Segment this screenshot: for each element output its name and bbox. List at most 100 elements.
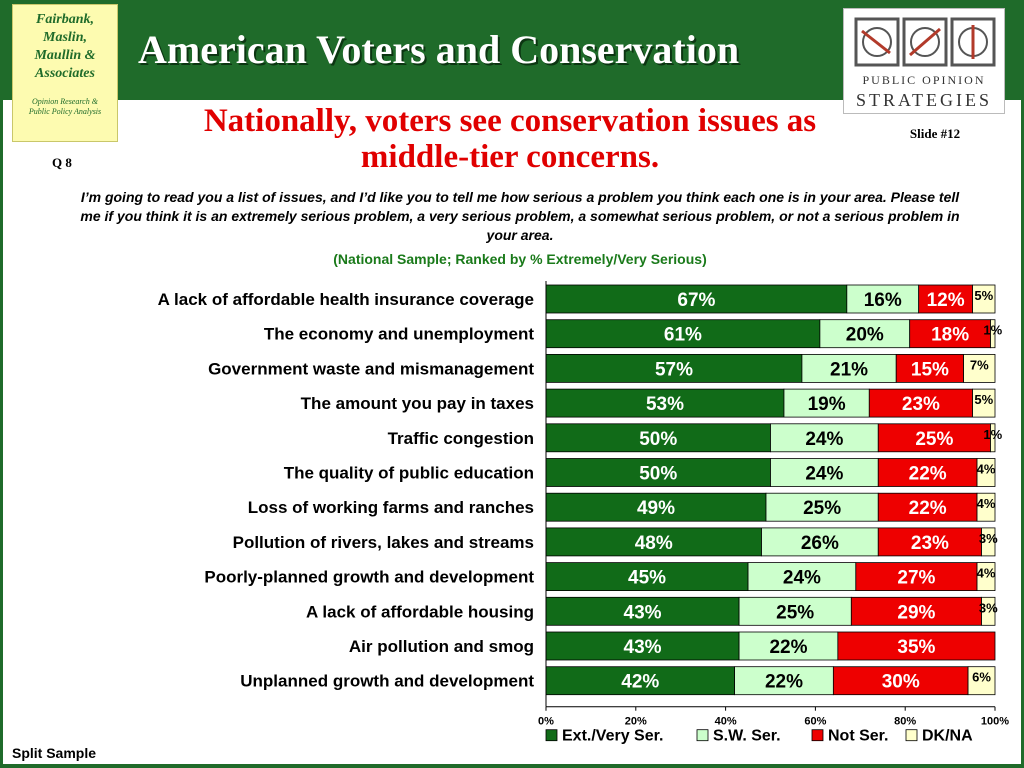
data-label: 4% xyxy=(977,496,996,511)
data-label: 35% xyxy=(897,637,935,658)
data-label: 57% xyxy=(655,359,693,380)
bar-segment xyxy=(967,666,996,696)
category-label: Government waste and mismanagement xyxy=(208,359,534,378)
data-label: 24% xyxy=(783,568,821,589)
data-label: 1% xyxy=(983,427,1002,442)
data-label: 21% xyxy=(830,359,868,380)
data-label: 4% xyxy=(977,462,996,477)
pos-logo-mark-icon xyxy=(854,17,996,67)
data-label: 3% xyxy=(979,531,998,546)
data-label: 26% xyxy=(801,533,839,554)
category-label: The amount you pay in taxes xyxy=(301,394,534,413)
legend-label: DK/NA xyxy=(922,728,973,745)
data-label: 61% xyxy=(664,325,702,346)
bar-segment xyxy=(850,596,982,626)
bar-segment xyxy=(747,562,857,591)
slide-number: Slide #12 xyxy=(909,126,961,141)
data-label: 5% xyxy=(974,288,993,303)
data-label: 16% xyxy=(864,290,902,311)
bar-segment xyxy=(972,284,996,314)
category-label: The quality of public education xyxy=(284,464,534,483)
data-label: 22% xyxy=(909,464,947,485)
data-label: 29% xyxy=(897,602,935,623)
data-label: 22% xyxy=(769,637,807,658)
data-label: 27% xyxy=(897,568,935,589)
category-label: Loss of working farms and ranches xyxy=(248,498,534,517)
bar-segment xyxy=(963,353,996,383)
bar-segment xyxy=(545,388,785,418)
bar-segment xyxy=(855,562,978,591)
data-label: 43% xyxy=(624,602,662,623)
legend-label: S.W. Ser. xyxy=(713,728,781,745)
category-label: A lack of affordable housing xyxy=(306,602,534,621)
data-label: 4% xyxy=(977,566,996,581)
question-text: I’m going to read you a list of issues, … xyxy=(80,189,960,243)
category-label: Air pollution and smog xyxy=(349,637,534,656)
bar-segment xyxy=(545,284,848,314)
data-label: 20% xyxy=(846,325,884,346)
data-label: 22% xyxy=(765,672,803,693)
x-tick-label: 20% xyxy=(625,716,647,728)
bar-segment xyxy=(734,666,834,696)
data-label: 3% xyxy=(979,600,998,615)
bar-segment xyxy=(801,353,897,383)
data-label: 18% xyxy=(931,325,969,346)
bar-segment xyxy=(976,492,996,522)
question-number: Q 8 xyxy=(52,155,72,170)
legend-swatch xyxy=(696,729,709,742)
data-label: 45% xyxy=(628,568,666,589)
right-border xyxy=(1021,100,1024,768)
data-label: 25% xyxy=(803,498,841,519)
bar-segment xyxy=(972,388,996,418)
pos-logo: PUBLIC OPINION STRATEGIES xyxy=(843,8,1005,114)
bar-segment xyxy=(976,458,996,487)
bar-segment xyxy=(545,492,767,522)
data-label: 48% xyxy=(635,533,673,554)
category-label: Traffic congestion xyxy=(388,429,534,448)
bar-segment xyxy=(738,596,852,626)
bar-segment xyxy=(545,666,735,696)
bar-segment xyxy=(545,353,803,383)
legend-label: Not Ser. xyxy=(828,728,888,745)
data-label: 43% xyxy=(624,637,662,658)
data-label: 25% xyxy=(915,429,953,450)
bar-segment xyxy=(990,319,996,349)
bar-segment xyxy=(545,596,740,626)
category-label: Unplanned growth and development xyxy=(240,672,534,691)
x-tick-label: 40% xyxy=(715,716,737,728)
data-label: 15% xyxy=(911,359,949,380)
data-label: 19% xyxy=(808,394,846,415)
bar-segment xyxy=(765,492,879,522)
category-label: A lack of affordable health insurance co… xyxy=(158,290,534,309)
data-label: 30% xyxy=(882,672,920,693)
data-label: 12% xyxy=(927,290,965,311)
category-label: Pollution of rivers, lakes and streams xyxy=(233,533,534,552)
data-label: 7% xyxy=(970,357,989,372)
bar-segment xyxy=(545,562,749,591)
data-label: 24% xyxy=(805,429,843,450)
data-label: 22% xyxy=(909,498,947,519)
legend-swatch xyxy=(545,729,558,742)
bar-segment xyxy=(846,284,920,314)
fmma-logo-name: Fairbank, Maslin, Maullin & Associates xyxy=(34,12,96,81)
bar-segment xyxy=(783,388,870,418)
bar-segment xyxy=(819,319,911,349)
data-label: 23% xyxy=(911,533,949,554)
bar-segment xyxy=(738,631,839,661)
bar-segment xyxy=(770,458,879,487)
data-label: 42% xyxy=(621,672,659,693)
data-label: 24% xyxy=(805,464,843,485)
category-label: Poorly-planned growth and development xyxy=(204,568,534,587)
bar-segment xyxy=(770,423,879,453)
x-tick-label: 80% xyxy=(894,716,916,728)
bottom-border xyxy=(0,764,1024,768)
data-label: 5% xyxy=(974,392,993,407)
fmma-logo-tagline: Opinion Research & Public Policy Analysi… xyxy=(28,97,102,116)
bar-segment xyxy=(918,284,973,314)
split-sample-footnote: Split Sample xyxy=(12,745,97,761)
left-border xyxy=(0,100,3,768)
data-label: 1% xyxy=(983,323,1002,338)
pos-logo-line2: STRATEGIES xyxy=(855,90,992,110)
slide-title: Nationally, voters see conservation issu… xyxy=(203,103,817,175)
sample-note: (National Sample; Ranked by % Extremely/… xyxy=(333,251,707,267)
